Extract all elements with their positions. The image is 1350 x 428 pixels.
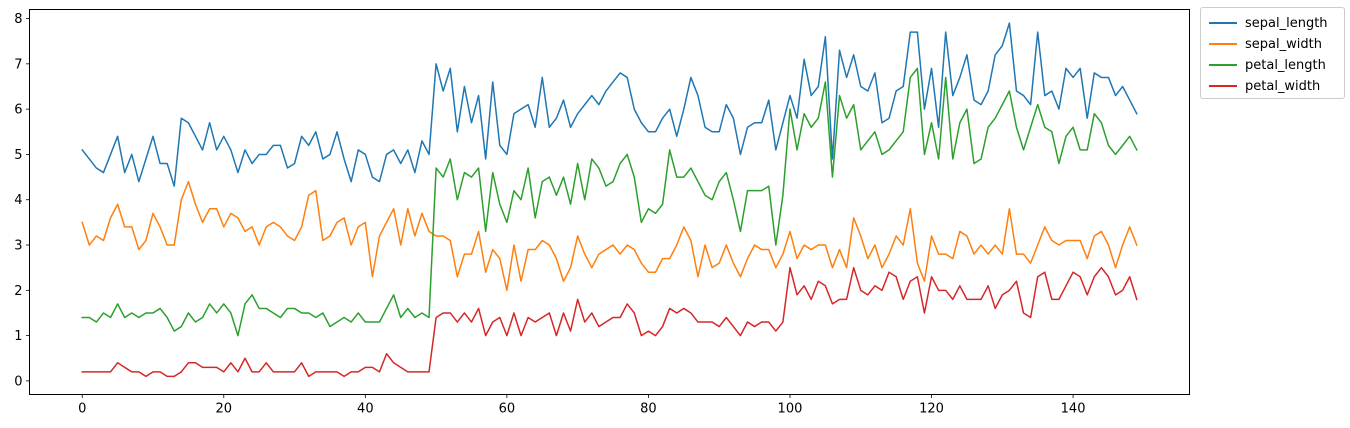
legend-item-petal-width: petal_width (1209, 76, 1320, 96)
series-layer (81, 22, 1138, 378)
y-tick-label: 2 (14, 284, 22, 299)
legend-swatch-petal-width (1209, 85, 1237, 87)
x-tick-label: 140 (1061, 402, 1086, 417)
y-axis: 0 1 2 3 4 5 6 7 8 (14, 12, 30, 389)
x-axis: 0 20 40 60 80 100 120 140 (78, 394, 1086, 417)
y-tick-label: 1 (14, 329, 22, 344)
series-line-sepal-width (81, 180, 1138, 292)
y-tick-label: 8 (14, 12, 22, 27)
y-tick-label: 7 (14, 57, 22, 72)
y-tick-label: 4 (14, 193, 22, 208)
series-line-petal-width (81, 266, 1138, 378)
y-tick-label: 6 (14, 103, 22, 118)
x-tick-label: 40 (357, 402, 374, 417)
x-tick-label: 60 (499, 402, 516, 417)
x-tick-label: 80 (640, 402, 657, 417)
legend-item-petal-length: petal_length (1209, 55, 1326, 75)
x-tick-label: 20 (216, 402, 233, 417)
legend-label-sepal-length: sepal_length (1245, 15, 1328, 31)
x-tick-label: 100 (778, 402, 803, 417)
legend-swatch-sepal-width (1209, 43, 1237, 45)
legend-label-petal-length: petal_length (1245, 57, 1326, 73)
x-tick-label: 0 (78, 402, 86, 417)
legend-label-petal-width: petal_width (1245, 78, 1321, 94)
legend-swatch-petal-length (1209, 64, 1237, 66)
y-tick-label: 5 (14, 148, 22, 163)
x-tick-label: 120 (919, 402, 944, 417)
series-line-sepal-length (81, 22, 1138, 187)
legend-label-sepal-width: sepal_width (1245, 36, 1322, 52)
legend-swatch-sepal-length (1209, 22, 1237, 24)
legend-item-sepal-width: sepal_width (1209, 34, 1322, 54)
plot-frame (29, 9, 1190, 395)
legend-item-sepal-length: sepal_length (1209, 13, 1328, 33)
plot-area (29, 9, 1190, 395)
series-line-petal-length (81, 67, 1138, 337)
y-tick-label: 0 (14, 374, 22, 389)
y-tick-label: 3 (14, 239, 22, 254)
legend: sepal_length sepal_width petal_length pe… (1200, 7, 1345, 99)
